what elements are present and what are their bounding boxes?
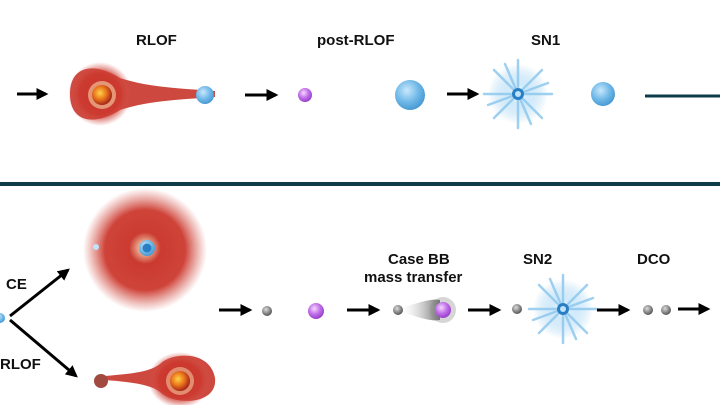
blue-star-post-sn1 [591, 82, 615, 106]
progenitor-star-edge [0, 313, 5, 323]
section-divider [0, 182, 720, 186]
blue-companion-star [196, 86, 214, 104]
dco-remnant-b [661, 305, 671, 315]
gray-companion-bottom [94, 374, 108, 388]
remnant-2 [512, 304, 522, 314]
supernova-1 [482, 58, 554, 130]
case-bb-binary [393, 297, 456, 323]
supernova-2 [527, 273, 599, 345]
label-ce: CE [6, 276, 27, 293]
blue-star-large [395, 80, 425, 110]
common-envelope [83, 188, 207, 312]
remnant-1 [262, 306, 272, 316]
stripped-star-purple-2 [308, 303, 324, 319]
rlof-binary-bottom [94, 352, 216, 405]
arrow-rlof [9, 318, 78, 378]
arrow-ce [9, 268, 70, 318]
label-sn2: SN2 [523, 251, 553, 268]
label-case-bb-line2: mass transfer [364, 269, 463, 286]
label-sn1: SN1 [531, 32, 561, 49]
rlof-binary-top [68, 62, 215, 126]
label-post-rlof: post-RLOF [317, 32, 395, 49]
label-case-bb-line1: Case BB [388, 251, 450, 268]
label-rlof-top: RLOF [136, 32, 177, 49]
label-rlof-bottom: RLOF [0, 356, 41, 373]
stripped-star-purple [298, 88, 312, 102]
dco-remnant-a [643, 305, 653, 315]
label-dco: DCO [637, 251, 671, 268]
